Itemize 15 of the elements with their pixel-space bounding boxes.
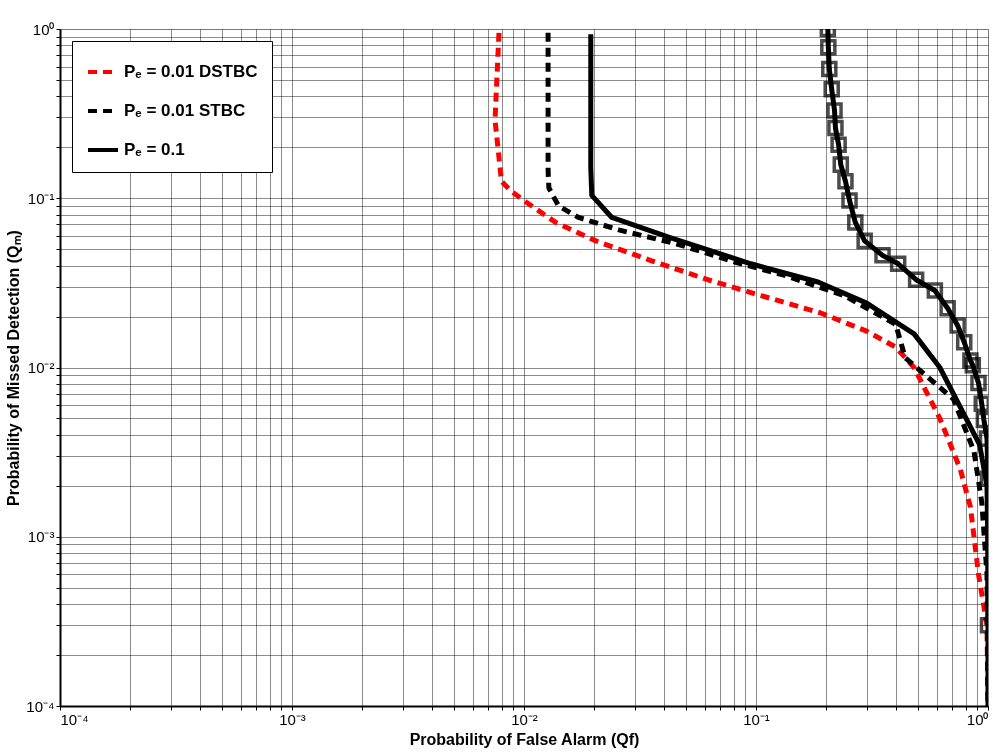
x-tick-label: 10⁻³	[279, 710, 306, 728]
y-tick-label: 10⁻⁴	[26, 697, 55, 715]
y-axis-title: Probability of Missed Detection (Qₘ)	[5, 230, 23, 506]
y-tick-label: 10⁻²	[27, 359, 55, 376]
x-axis-title: Probability of False Alarm (Qf)	[409, 730, 640, 748]
legend-label: Pₑ = 0.1	[124, 140, 185, 159]
legend-label: Pₑ = 0.01 STBC	[124, 101, 246, 120]
y-tick-label: 10⁰	[32, 20, 55, 38]
y-tick-label: 10⁻¹	[27, 189, 55, 207]
x-tick-label: 10⁻²	[511, 710, 538, 728]
y-tick-label: 10⁻³	[27, 528, 55, 546]
x-tick-label: 10⁻¹	[743, 710, 770, 728]
legend-label: Pₑ = 0.01 DSTBC	[124, 62, 258, 81]
x-tick-label: 10⁻⁴	[60, 710, 89, 728]
x-tick-label: 10⁰	[966, 710, 989, 728]
